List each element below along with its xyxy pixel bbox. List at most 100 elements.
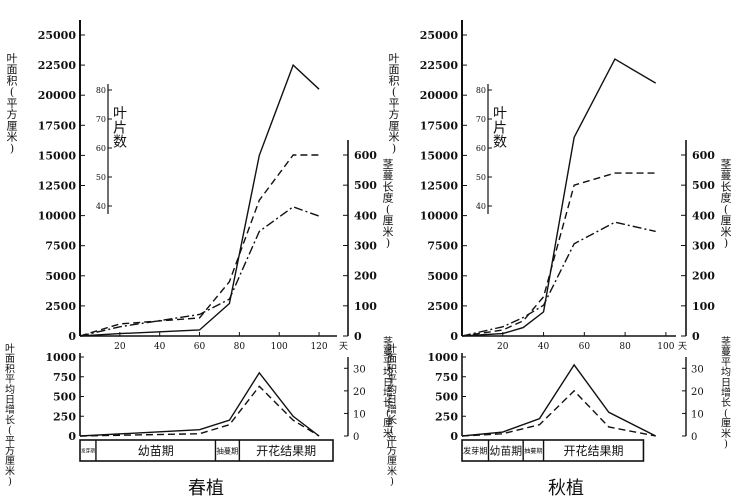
chart-1-sub-y-left-tick-label: 250 xyxy=(53,410,76,423)
chart-2-sub-series-vine-daily xyxy=(461,389,656,437)
chart-2-sub-y-right-label-char: 增 xyxy=(721,386,731,399)
chart-2-y-left-tick-label: 17500 xyxy=(420,119,459,132)
chart-1-y-left-tick-label: 15000 xyxy=(38,149,77,162)
chart-1-y-right-tick-label: 0 xyxy=(354,330,362,343)
chart-1-sub-y-right-label-char: 长 xyxy=(383,397,393,409)
chart-1-stage-label: 发芽期 xyxy=(81,447,95,454)
chart-1-x-tick-label: 20 xyxy=(114,342,126,352)
chart-2-y-left-tick-label: 22500 xyxy=(420,59,459,72)
chart-1-y-left-label-char: ( xyxy=(10,86,14,99)
chart-2-series-vine-length xyxy=(461,172,656,337)
chart-1-y-left-label-char: ) xyxy=(10,142,14,155)
chart-2-y-left-tick-label: 15000 xyxy=(420,149,459,162)
chart-1-y-right-label-char: 厘 xyxy=(383,214,394,227)
chart-1-leaf-count-label-char: 片 xyxy=(113,120,127,136)
chart-1-sub-y-left-label-char: 平 xyxy=(5,436,15,447)
chart-1-x-tick-label: 40 xyxy=(154,342,166,352)
chart-1-sub-y-left-label-char: 长 xyxy=(5,414,15,426)
chart-1-sub-y-right-label-char: 均 xyxy=(383,367,393,379)
chart-2-leaf-count-label-char: 数 xyxy=(493,135,507,151)
chart-2-sub-y-left-label-char: 增 xyxy=(387,403,397,416)
chart-2-sub-y-left-label-char: 日 xyxy=(387,395,397,406)
chart-1-y-left-tick-label: 17500 xyxy=(38,119,77,132)
chart-2-stage-label: 发芽期 xyxy=(463,446,487,456)
chart-1-sub-y-right-label-char: 米 xyxy=(383,427,393,440)
chart-1-sub-series-leaf-area-daily xyxy=(79,371,320,437)
chart-2-y-right-tick-label: 400 xyxy=(692,209,715,222)
chart-1-y-left-tick-label: 0 xyxy=(68,330,76,343)
chart-1-stage-label: 幼苗期 xyxy=(138,444,174,458)
chart-2-y-left-tick-label: 7500 xyxy=(427,240,458,253)
chart-2-sub-y-right-label-char: 日 xyxy=(721,378,731,389)
chart-1-series-leaf-area xyxy=(79,63,320,337)
chart-2-x-unit: 天 xyxy=(678,342,687,352)
chart-1-sub-y-left-tick-label: 750 xyxy=(53,371,76,384)
chart-2-series-leaf-count xyxy=(461,221,656,337)
chart-2-stage-label: 抽蔓期 xyxy=(524,447,542,455)
chart-1-sub-y-left-tick-label: 0 xyxy=(68,430,76,443)
chart-2-caption: 秋植 xyxy=(548,478,584,499)
chart-2-y-left-label-char: ( xyxy=(392,86,396,99)
chart-1-y-left-tick-label: 25000 xyxy=(38,29,77,42)
chart-1-leaf-count-tick-label: 50 xyxy=(96,173,106,182)
chart-1-leaf-count-label-char: 数 xyxy=(113,135,127,151)
chart-1-sub-y-right-label-char: ) xyxy=(386,439,390,450)
chart-1-y-right-tick-label: 100 xyxy=(354,300,377,313)
chart-1-sub-y-right-tick-label: 30 xyxy=(353,364,366,375)
chart-2-sub-y-left-label-char: 叶 xyxy=(387,343,397,355)
chart-1-y-right-tick-label: 500 xyxy=(354,179,377,192)
chart-2-sub-y-left-label-char: 平 xyxy=(387,436,397,447)
chart-1-sub-y-right-label-char: ( xyxy=(386,408,390,419)
chart-1-sub-y-left-tick-label: 1000 xyxy=(45,351,76,364)
chart-1-sub-y-left-label-char: 增 xyxy=(5,403,15,416)
chart-1-sub-y-right-label-char: 增 xyxy=(383,386,393,399)
chart-2-y-left-label-char: 平 xyxy=(389,97,400,110)
chart-2-sub-y-right-tick-label: 0 xyxy=(691,432,697,443)
chart-2-leaf-count-label: 叶片数 xyxy=(493,106,507,151)
chart-2-y-right-label-char: 米 xyxy=(721,225,731,238)
chart-1-leaf-count-tick-label: 40 xyxy=(96,202,106,211)
chart-2-y-left-label-char: 积 xyxy=(389,74,400,87)
chart-1-sub-y-left-label-char: 方 xyxy=(5,444,15,457)
chart-1-sub-y-right-tick-label: 0 xyxy=(353,432,359,443)
chart-1-leaf-count-label: 叶片数 xyxy=(113,106,127,151)
chart-1-sub-y-right-tick-label: 20 xyxy=(353,387,366,398)
chart-2-stage-bar xyxy=(461,439,645,462)
chart-2-sub-y-left-label-char: 均 xyxy=(387,384,397,396)
chart-2-leaf-count-tick-label: 50 xyxy=(476,173,486,182)
chart-2-leaf-count-label-char: 叶 xyxy=(493,106,507,122)
chart-2-y-right-label-char: 度 xyxy=(721,191,731,205)
chart-1-sub-y-right-label-char: 日 xyxy=(383,378,393,389)
chart-1-sub-y-left-label-char: 均 xyxy=(5,384,15,396)
chart-2-sub-y-left-label-char: 面 xyxy=(387,354,397,365)
chart-1-x-unit: 天 xyxy=(339,342,348,352)
chart-2-y-right-label-char: 厘 xyxy=(721,214,731,227)
chart-1-y-right-label-char: ) xyxy=(386,237,390,250)
chart-2-leaf-count-tick-label: 40 xyxy=(476,202,486,211)
chart-2-sub-y-left-label-char: 米 xyxy=(387,464,397,477)
chart-1-y-right-tick-label: 400 xyxy=(354,209,377,222)
chart-1-sub-y-right-tick-label: 10 xyxy=(353,409,366,420)
chart-2-y-left-tick-label: 20000 xyxy=(420,89,459,102)
chart-1-y-right-tick-label: 200 xyxy=(354,270,377,283)
chart-2-sub-y-left-tick-label: 0 xyxy=(450,430,458,443)
chart-2-y-left-tick-label: 12500 xyxy=(420,180,459,193)
chart-2-sub-y-left-tick-label: 250 xyxy=(435,410,458,423)
chart-1-y-left-tick-label: 10000 xyxy=(38,210,77,223)
chart-1-sub-y-right-label-char: 厘 xyxy=(383,418,393,430)
chart-1-y-right-label-char: 度 xyxy=(383,191,394,205)
chart-2-y-right-label-char: 长 xyxy=(721,180,731,193)
chart-1-y-left-label-char: 厘 xyxy=(7,119,18,132)
chart-1-leaf-count-tick-label: 80 xyxy=(96,86,106,95)
chart-1-y-right-label-char: ( xyxy=(386,203,390,216)
chart-2-y-left-tick-label: 5000 xyxy=(427,270,458,283)
chart-2-y-left-label-char: ) xyxy=(392,142,396,155)
chart-1-y-left-tick-label: 12500 xyxy=(38,180,77,193)
chart-2-y-right-tick-label: 200 xyxy=(692,270,715,283)
chart-1-sub-y-left-label-char: 日 xyxy=(5,395,15,406)
chart-2-y-left-tick-label: 25000 xyxy=(420,29,459,42)
